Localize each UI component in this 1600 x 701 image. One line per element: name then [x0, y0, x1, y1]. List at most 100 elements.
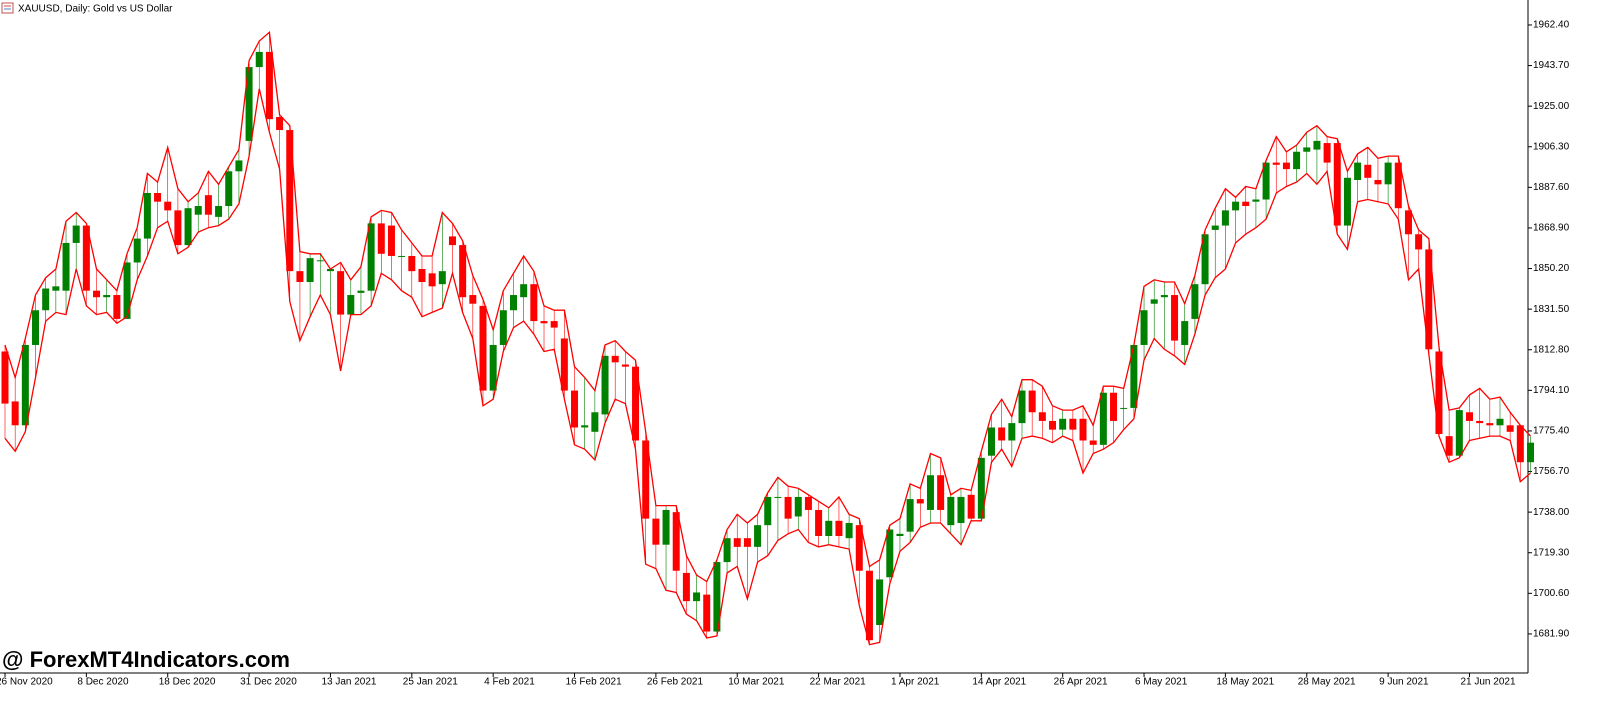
candle-body	[987, 427, 995, 456]
envelope-low	[4, 88, 1531, 646]
candle-body	[998, 427, 1006, 441]
candle-body	[1272, 162, 1280, 165]
candle-body	[662, 509, 670, 545]
candle-body	[42, 288, 50, 311]
candle-body	[62, 242, 70, 291]
x-tick-label: 25 Jan 2021	[403, 677, 458, 688]
candle-body	[794, 496, 802, 517]
candle-body	[1252, 199, 1260, 202]
candle-body	[1242, 201, 1250, 207]
y-tick-label: 1962.40	[1533, 20, 1570, 31]
candle-body	[815, 509, 823, 537]
candle-body	[1404, 210, 1412, 235]
candle-body	[438, 271, 446, 285]
candle-body	[642, 440, 650, 519]
x-tick-label: 26 Apr 2021	[1054, 677, 1108, 688]
candle-body	[1293, 151, 1301, 170]
candle-body	[906, 499, 914, 532]
x-tick-label: 18 Dec 2020	[159, 677, 216, 688]
candle-body	[1110, 392, 1118, 421]
candle-body	[703, 594, 711, 632]
candle-body	[601, 355, 609, 415]
candle-body	[1506, 425, 1514, 432]
candle-body	[1364, 164, 1372, 178]
x-tick-label: 22 Mar 2021	[810, 677, 867, 688]
candle-body	[225, 171, 233, 207]
candle-body	[1445, 436, 1453, 456]
candle-body	[1150, 299, 1158, 304]
candle-body	[489, 344, 497, 391]
candle-body	[1465, 412, 1473, 421]
candle-body	[1354, 162, 1362, 180]
candle-body	[326, 268, 334, 272]
candle-body	[845, 522, 853, 539]
candle-body	[774, 496, 782, 498]
candle-body	[1313, 140, 1321, 150]
candle-body	[276, 117, 284, 131]
candle-body	[530, 284, 538, 322]
candle-body	[591, 412, 599, 432]
x-tick-label: 13 Jan 2021	[321, 677, 376, 688]
candle-body	[1120, 407, 1128, 409]
candle-body	[1211, 225, 1219, 230]
candle-body	[1486, 423, 1494, 426]
candle-body	[82, 225, 90, 291]
candle-body	[113, 295, 121, 319]
candle-body	[1333, 143, 1341, 226]
candle-body	[510, 295, 517, 311]
x-tick-label: 28 May 2021	[1298, 677, 1356, 688]
candle-body	[560, 338, 568, 391]
candle-body	[977, 457, 985, 519]
candle-body	[1008, 423, 1016, 441]
candle-body	[916, 499, 924, 504]
candle-body	[1527, 442, 1534, 463]
candle-body	[72, 225, 80, 243]
candle-body	[377, 223, 385, 254]
candle-body	[357, 290, 365, 293]
candle-body	[21, 344, 29, 426]
candle-body	[1038, 412, 1046, 421]
candle-body	[652, 518, 660, 545]
candle-body	[499, 310, 507, 345]
candle-body	[1181, 321, 1189, 345]
candle-body	[937, 475, 945, 510]
candle-body	[733, 538, 741, 547]
candle-body	[1384, 162, 1392, 185]
candle-body	[967, 494, 975, 519]
candle-body	[1435, 351, 1443, 434]
candle-body	[1496, 418, 1504, 426]
y-tick-label: 1850.20	[1533, 263, 1570, 274]
candle-body	[103, 295, 111, 298]
x-tick-label: 10 Mar 2021	[728, 677, 785, 688]
candle-body	[1343, 177, 1351, 226]
candle-body	[632, 366, 640, 441]
candle-body	[621, 364, 629, 367]
candle-body	[1049, 420, 1057, 430]
x-tick-label: 16 Feb 2021	[566, 677, 623, 688]
candle-body	[428, 273, 436, 287]
candle-body	[448, 236, 456, 246]
candle-body	[387, 225, 395, 256]
candle-body	[154, 192, 162, 202]
candle-body	[143, 192, 151, 239]
watermark: @ ForexMT4Indicators.com	[2, 647, 290, 672]
candle-body	[204, 195, 212, 215]
x-tick-label: 8 Dec 2020	[77, 677, 129, 688]
candle-body	[164, 201, 172, 211]
candle-body	[693, 592, 701, 602]
candle-body	[1232, 201, 1240, 211]
y-tick-label: 1831.50	[1533, 304, 1570, 315]
candle-body	[1425, 249, 1433, 350]
candle-body	[835, 520, 843, 537]
candle-body	[123, 262, 131, 319]
x-tick-label: 14 Apr 2021	[972, 677, 1026, 688]
candle-body	[235, 160, 243, 172]
candle-body	[1415, 234, 1423, 250]
candle-body	[408, 255, 416, 272]
candle-body	[32, 310, 40, 345]
x-tick-label: 31 Dec 2020	[240, 677, 297, 688]
y-tick-label: 1925.00	[1533, 101, 1570, 112]
candle-body	[398, 255, 406, 257]
y-tick-label: 1681.90	[1533, 629, 1570, 640]
y-tick-label: 1794.10	[1533, 385, 1570, 396]
